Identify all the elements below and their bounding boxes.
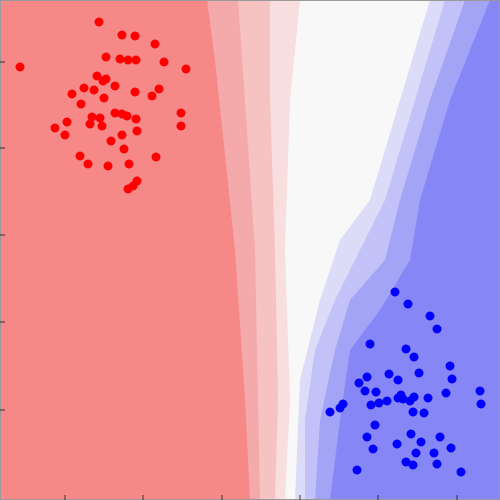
point: [416, 437, 426, 447]
point: [103, 161, 113, 171]
point: [117, 30, 127, 40]
point: [401, 344, 411, 354]
point: [382, 396, 392, 406]
point: [181, 64, 191, 74]
point: [405, 396, 415, 406]
point: [92, 71, 102, 81]
point: [122, 111, 132, 121]
point: [124, 159, 134, 169]
point: [115, 54, 125, 64]
point: [89, 85, 99, 95]
point: [371, 387, 381, 397]
point: [176, 121, 186, 131]
point: [87, 112, 97, 122]
point: [176, 108, 186, 118]
point: [476, 399, 486, 409]
point: [76, 99, 86, 109]
point: [62, 117, 72, 127]
point: [130, 31, 140, 41]
point: [159, 57, 169, 67]
point: [123, 55, 133, 65]
point: [95, 113, 105, 123]
point: [411, 448, 421, 458]
point: [354, 378, 364, 388]
point: [119, 144, 129, 154]
point: [368, 444, 378, 454]
point: [97, 121, 107, 131]
point: [360, 386, 370, 396]
point: [151, 152, 161, 162]
point: [79, 83, 89, 93]
point: [365, 339, 375, 349]
point: [117, 130, 127, 140]
point: [110, 108, 120, 118]
region-red-4: [0, 0, 250, 500]
point: [362, 432, 372, 442]
point: [441, 388, 451, 398]
point: [132, 126, 142, 136]
point: [50, 123, 60, 133]
point: [429, 448, 439, 458]
point: [414, 368, 424, 378]
point: [408, 407, 418, 417]
point: [423, 393, 433, 403]
point: [419, 408, 429, 418]
point: [106, 136, 116, 146]
point: [362, 372, 372, 382]
point: [446, 443, 456, 453]
point: [447, 374, 457, 384]
point: [398, 394, 408, 404]
point: [456, 467, 466, 477]
point: [110, 81, 120, 91]
point: [150, 39, 160, 49]
point: [123, 184, 133, 194]
point: [325, 407, 335, 417]
point: [67, 89, 77, 99]
point: [147, 91, 157, 101]
point: [75, 151, 85, 161]
point: [406, 429, 416, 439]
point: [83, 159, 93, 169]
point: [374, 398, 384, 408]
point: [85, 119, 95, 129]
point: [475, 386, 485, 396]
point: [101, 52, 111, 62]
point: [435, 432, 445, 442]
point: [60, 130, 70, 140]
point: [335, 403, 345, 413]
point: [15, 62, 25, 72]
point: [131, 114, 141, 124]
point: [409, 352, 419, 362]
point: [392, 439, 402, 449]
point: [432, 324, 442, 334]
point: [445, 361, 455, 371]
point: [432, 459, 442, 469]
point: [352, 465, 362, 475]
point: [425, 311, 435, 321]
point: [408, 460, 418, 470]
point: [384, 369, 394, 379]
point: [131, 55, 141, 65]
point: [130, 87, 140, 97]
point: [94, 17, 104, 27]
point: [370, 420, 380, 430]
point: [99, 93, 109, 103]
point: [403, 299, 413, 309]
point: [154, 84, 164, 94]
point: [401, 457, 411, 467]
point: [393, 375, 403, 385]
point: [366, 400, 376, 410]
point: [98, 76, 108, 86]
point: [390, 287, 400, 297]
